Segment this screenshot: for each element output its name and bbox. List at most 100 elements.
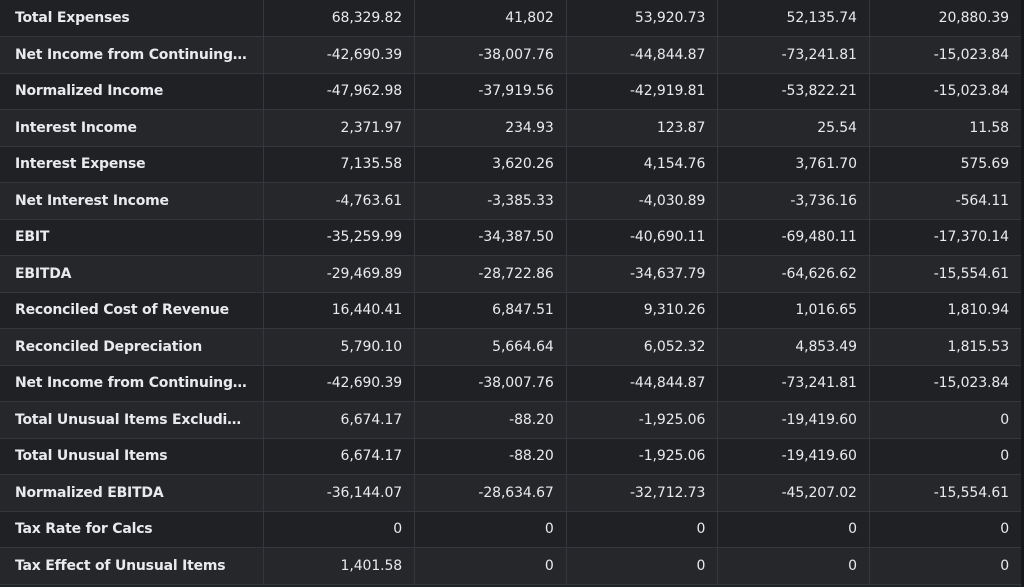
- row-value: 3,620.26: [414, 146, 567, 183]
- row-value: -35,259.99: [263, 219, 416, 256]
- row-value: 68,329.82: [263, 0, 416, 37]
- row-value: 4,853.49: [717, 328, 870, 366]
- row-value: -37,919.56: [414, 73, 567, 110]
- row-value: -15,023.84: [869, 365, 1021, 402]
- row-label: Net Income from Continuing Op...: [0, 365, 264, 402]
- row-value: 41,802: [414, 0, 567, 37]
- row-value: -15,023.84: [869, 36, 1021, 74]
- table-row: Normalized EBITDA -36,144.07 -28,634.67 -32…: [0, 474, 1021, 512]
- row-value: -3,736.16: [717, 182, 870, 220]
- row-label: EBITDA: [0, 255, 264, 293]
- row-value: -47,962.98: [263, 73, 416, 110]
- table-row: Normalized Income -47,962.98 -37,919.56 -42…: [0, 73, 1021, 110]
- row-value: 6,847.51: [414, 292, 567, 329]
- row-value: -17,370.14: [869, 219, 1021, 256]
- row-label: Total Unusual Items: [0, 438, 264, 475]
- row-value: 5,790.10: [263, 328, 416, 366]
- row-value: -28,634.67: [414, 474, 567, 512]
- table-row: Tax Rate for Calcs 0 0 0 0 0: [0, 511, 1021, 548]
- row-value: -34,387.50: [414, 219, 567, 256]
- row-value: 0: [717, 547, 870, 585]
- row-value: 25.54: [717, 109, 870, 147]
- row-value: 16,440.41: [263, 292, 416, 329]
- row-value: -19,419.60: [717, 401, 870, 439]
- row-value: 20,880.39: [869, 0, 1021, 37]
- table-row: Total Unusual Items Excluding G... 6,674.…: [0, 401, 1021, 439]
- row-value: -34,637.79: [566, 255, 719, 293]
- row-label: Interest Expense: [0, 146, 264, 183]
- row-value: 2,371.97: [263, 109, 416, 147]
- row-value: -44,844.87: [566, 365, 719, 402]
- row-value: 234.93: [414, 109, 567, 147]
- row-value: 575.69: [869, 146, 1021, 183]
- row-value: 123.87: [566, 109, 719, 147]
- row-value: -42,690.39: [263, 36, 416, 74]
- table-row: Net Income from Continuing Op... -42,690.…: [0, 365, 1021, 402]
- table-row: EBITDA -29,469.89 -28,722.86 -34,637.79 -64,…: [0, 255, 1021, 293]
- row-value: 0: [566, 511, 719, 548]
- row-value: -73,241.81: [717, 36, 870, 74]
- row-value: 0: [263, 511, 416, 548]
- row-label: Net Income from Continuing & D...: [0, 36, 264, 74]
- row-label: Tax Effect of Unusual Items: [0, 547, 264, 585]
- row-value: 3,761.70: [717, 146, 870, 183]
- row-value: 0: [869, 511, 1021, 548]
- row-value: -564.11: [869, 182, 1021, 220]
- row-value: 6,052.32: [566, 328, 719, 366]
- row-value: -42,690.39: [263, 365, 416, 402]
- row-label: Interest Income: [0, 109, 264, 147]
- row-value: 0: [414, 511, 567, 548]
- row-value: -73,241.81: [717, 365, 870, 402]
- row-value: 1,401.58: [263, 547, 416, 585]
- row-value: -28,722.86: [414, 255, 567, 293]
- table-row: Interest Expense 7,135.58 3,620.26 4,154.76…: [0, 146, 1021, 183]
- table-row: Net Interest Income -4,763.61 -3,385.33 -4,…: [0, 182, 1021, 220]
- row-label: Tax Rate for Calcs: [0, 511, 264, 548]
- table-row: EBIT -35,259.99 -34,387.50 -40,690.11 -69,48…: [0, 219, 1021, 256]
- row-value: -15,554.61: [869, 474, 1021, 512]
- row-label: Total Unusual Items Excluding G...: [0, 401, 264, 439]
- row-value: -29,469.89: [263, 255, 416, 293]
- row-value: 0: [869, 401, 1021, 439]
- row-value: -88.20: [414, 401, 567, 439]
- row-label: Total Expenses: [0, 0, 264, 37]
- table-row: Total Unusual Items 6,674.17 -88.20 -1,925.…: [0, 438, 1021, 475]
- row-value: -53,822.21: [717, 73, 870, 110]
- row-value: 11.58: [869, 109, 1021, 147]
- row-value: -1,925.06: [566, 438, 719, 475]
- row-value: -88.20: [414, 438, 567, 475]
- row-value: 1,810.94: [869, 292, 1021, 329]
- row-value: 0: [717, 511, 870, 548]
- table-row: Tax Effect of Unusual Items 1,401.58 0 0 0 0: [0, 547, 1021, 585]
- row-value: 0: [566, 547, 719, 585]
- row-label: Reconciled Depreciation: [0, 328, 264, 366]
- row-value: -38,007.76: [414, 36, 567, 74]
- row-value: -64,626.62: [717, 255, 870, 293]
- row-value: 7,135.58: [263, 146, 416, 183]
- row-value: 1,815.53: [869, 328, 1021, 366]
- row-value: 0: [869, 547, 1021, 585]
- row-value: -1,925.06: [566, 401, 719, 439]
- row-value: -40,690.11: [566, 219, 719, 256]
- row-value: -32,712.73: [566, 474, 719, 512]
- row-value: 53,920.73: [566, 0, 719, 37]
- row-label: Normalized Income: [0, 73, 264, 110]
- row-value: 9,310.26: [566, 292, 719, 329]
- row-value: 6,674.17: [263, 438, 416, 475]
- table-row: Reconciled Cost of Revenue 16,440.41 6,847…: [0, 292, 1021, 329]
- row-value: -4,030.89: [566, 182, 719, 220]
- row-value: -15,554.61: [869, 255, 1021, 293]
- row-value: 4,154.76: [566, 146, 719, 183]
- row-label: Reconciled Cost of Revenue: [0, 292, 264, 329]
- row-value: -42,919.81: [566, 73, 719, 110]
- row-label: Normalized EBITDA: [0, 474, 264, 512]
- row-value: -44,844.87: [566, 36, 719, 74]
- row-value: 6,674.17: [263, 401, 416, 439]
- table-row: Total Expenses 68,329.82 41,802 53,920.73 52…: [0, 0, 1021, 37]
- row-value: 1,016.65: [717, 292, 870, 329]
- row-label: Net Interest Income: [0, 182, 264, 220]
- row-value: -38,007.76: [414, 365, 567, 402]
- row-value: -3,385.33: [414, 182, 567, 220]
